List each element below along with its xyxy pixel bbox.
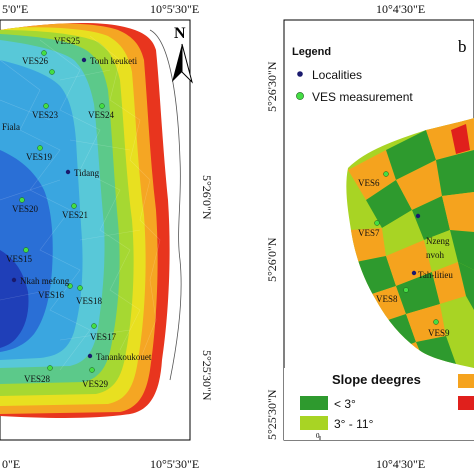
legend-title: Legend <box>292 46 331 58</box>
svg-text:VES24: VES24 <box>88 110 115 120</box>
ves-point: VES19 <box>26 145 53 162</box>
study-area-boundary <box>149 29 182 381</box>
locality-point: Nzeng <box>415 213 450 246</box>
scale-start-label: 0 <box>316 432 320 440</box>
svg-text:VES8: VES8 <box>376 294 398 304</box>
svg-text:VES29: VES29 <box>82 379 109 389</box>
ves-point: VES20 <box>12 197 39 214</box>
ves-point: VES17 <box>90 323 117 342</box>
left-tick-3: 5°25'30"N <box>265 389 279 440</box>
ves-point: VES9 <box>428 319 450 338</box>
ves-point: VES26 <box>22 56 55 75</box>
ves-point: VES8 <box>376 287 409 304</box>
right-tick-1: 5°26'0"N <box>200 175 214 220</box>
north-arrow-icon: N <box>172 25 193 84</box>
left-ves-layer: VES25 VES26 VES23 VES24 VES19 VES20 VES2… <box>6 36 117 389</box>
svg-text:VES16: VES16 <box>38 290 65 300</box>
resistivity-surface <box>0 23 170 419</box>
svg-text:VES18: VES18 <box>76 296 103 306</box>
svg-text:Touh keuketi: Touh keuketi <box>90 56 138 66</box>
ves-point: VES25 <box>41 36 81 56</box>
locality-point: Fiala <box>2 122 20 132</box>
ves-point: VES15 <box>6 247 33 264</box>
left-tick-1: 5°26'30"N <box>265 61 279 112</box>
svg-text:Tidang: Tidang <box>74 168 100 178</box>
bottom-tick-1: 0"E <box>2 457 20 471</box>
ves-point: VES18 <box>76 285 103 306</box>
svg-text:VES26: VES26 <box>22 56 49 66</box>
slope-class-1: 3° - 11° <box>334 417 374 431</box>
svg-text:Tanankoukouet: Tanankoukouet <box>96 352 152 362</box>
locality-point: Nkah mefong <box>11 276 70 286</box>
right-localities-layer: Nzeng nvoh Tah-litieu <box>411 213 453 280</box>
north-label: N <box>174 25 186 42</box>
locality-point: Tidang <box>65 168 100 178</box>
locality-point: Tanankoukouet <box>87 352 152 362</box>
ves-point: VES24 <box>88 103 115 120</box>
svg-text:Nkah mefong: Nkah mefong <box>20 276 70 286</box>
svg-text:VES19: VES19 <box>26 152 53 162</box>
slope-swatch-red <box>458 396 474 410</box>
legend-item-localities: Localities <box>312 68 362 82</box>
bottom-tick-2: 10°5'30"E <box>150 457 199 471</box>
svg-text:VES6: VES6 <box>358 178 380 188</box>
panel-letter: b <box>458 37 467 56</box>
top-tick-2: 10°5'30"E <box>150 2 199 16</box>
ves-point: VES23 <box>32 103 59 120</box>
ves-point: VES21 <box>62 203 88 220</box>
resistivity-map: 5'0"E 10°5'30"E N <box>0 0 236 474</box>
locality-point: Touh keuketi <box>81 56 138 66</box>
svg-text:VES20: VES20 <box>12 204 39 214</box>
svg-text:VES7: VES7 <box>358 228 380 238</box>
svg-text:Nzeng: Nzeng <box>426 236 450 246</box>
slope-swatch-1 <box>300 416 328 430</box>
left-map-panel: 5'0"E 10°5'30"E N <box>0 0 236 474</box>
svg-text:nvoh: nvoh <box>426 250 445 260</box>
svg-text:VES9: VES9 <box>428 328 450 338</box>
left-tick-2: 5°26'0"N <box>265 237 279 282</box>
svg-text:Fiala: Fiala <box>2 122 20 132</box>
svg-text:VES21: VES21 <box>62 210 88 220</box>
ves-point: VES29 <box>82 367 109 389</box>
ves-point: VES28 <box>24 365 53 384</box>
ves-legend-icon <box>296 92 304 100</box>
ves-point: VES7 <box>358 220 380 238</box>
legend-item-ves: VES measurement <box>312 90 413 104</box>
svg-text:Tah-litieu: Tah-litieu <box>418 270 453 280</box>
right-map-panel: 10°4'30"E 5°26'30"N 5°26'0"N 5°25'30"N b… <box>236 0 474 474</box>
right-tick-2: 5°25'30"N <box>200 350 214 401</box>
locality-point: nvoh <box>426 250 445 260</box>
svg-text:VES17: VES17 <box>90 332 117 342</box>
svg-text:VES23: VES23 <box>32 110 59 120</box>
svg-text:VES25: VES25 <box>54 36 81 46</box>
top-tick-1: 5'0"E <box>2 2 28 16</box>
locality-point: Tah-litieu <box>411 270 453 280</box>
left-localities-layer: Touh keuketi Fiala Tidang Nkah mefong Ta… <box>2 56 152 362</box>
right-bottom-tick: 10°4'30"E <box>376 457 425 471</box>
slope-legend: Slope deegres < 3° 3° - 11° 0 <box>284 368 474 440</box>
right-ves-layer: VES6 VES7 VES8 VES9 <box>358 171 450 338</box>
svg-text:VES28: VES28 <box>24 374 51 384</box>
svg-text:VES15: VES15 <box>6 254 33 264</box>
ves-point: VES6 <box>358 171 389 188</box>
slope-legend-title: Slope deegres <box>332 372 421 387</box>
ves-point: VES16 <box>38 283 73 300</box>
right-top-tick: 10°4'30"E <box>376 2 425 16</box>
slope-swatch-orange <box>458 374 474 388</box>
slope-swatch-0 <box>300 396 328 410</box>
locality-legend-icon <box>297 71 303 77</box>
slope-class-0: < 3° <box>334 397 356 411</box>
map-legend: Legend Localities VES measurement <box>292 46 413 104</box>
slope-map: 10°4'30"E 5°26'30"N 5°26'0"N 5°25'30"N b… <box>265 2 474 474</box>
